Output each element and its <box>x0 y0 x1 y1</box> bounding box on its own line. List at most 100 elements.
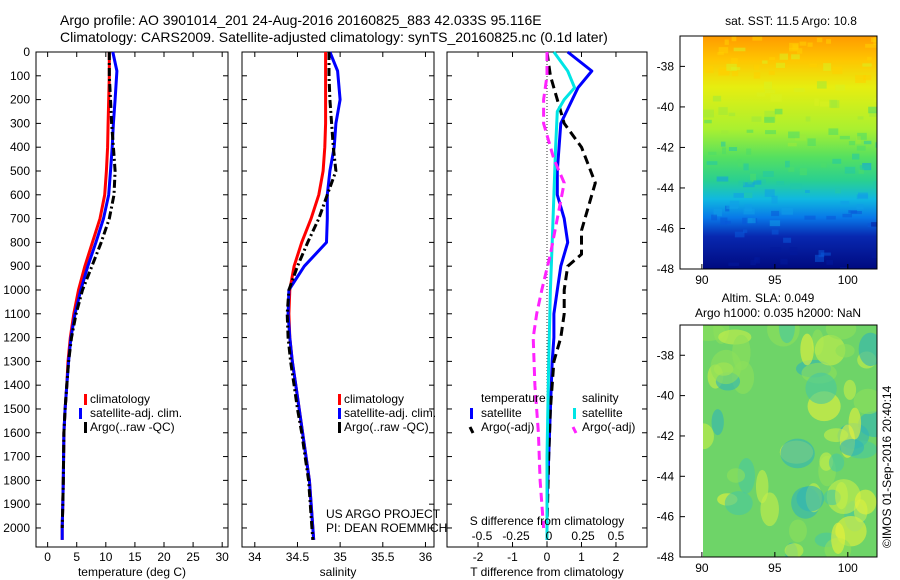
sst-texture-cell <box>780 258 788 265</box>
difference-series-temperature-argo-adj <box>545 51 597 529</box>
depth-tick-label: 700 <box>10 212 30 226</box>
legend-satellite-swatch <box>79 408 82 419</box>
sla-map-ticks: 90 95 100 -38 -40 -42 -44 -46 -48 <box>657 348 858 575</box>
sst-texture-cell <box>848 141 855 146</box>
sla-texture-blob <box>732 334 751 371</box>
legend-climatology-label: climatology <box>90 392 150 406</box>
sst-texture-cell <box>867 56 872 61</box>
sst-texture-cell <box>720 141 726 147</box>
sst-texture-cell <box>807 138 816 146</box>
sla-texture-blob <box>789 519 807 543</box>
sla-texture-blob <box>835 343 855 358</box>
sst-texture-cell <box>819 101 832 107</box>
sla-texture-blob <box>726 468 746 483</box>
legend-t-argo-swatch <box>468 426 475 434</box>
salinity-legend: climatology satellite-adj. clim. Argo(..… <box>338 392 436 434</box>
sst-texture-cell <box>729 200 740 209</box>
sst-texture-cell <box>814 254 824 262</box>
sst-texture-cell <box>719 67 730 75</box>
sst-map-ticks: 90 95 100 -38 -40 -42 -44 -46 -48 <box>657 59 858 287</box>
sla-texture-blob <box>843 379 857 400</box>
difference-legend: temperature satellite Argo(-adj) salinit… <box>468 391 635 434</box>
depth-tick-label: 400 <box>10 140 30 154</box>
sst-texture-cell <box>764 89 776 94</box>
sst-texture-cell <box>871 37 877 43</box>
sst-texture-cell <box>805 116 811 122</box>
s-tick: 0.5 <box>608 529 625 543</box>
difference-profiles <box>531 50 597 547</box>
sst-texture-cell <box>790 183 802 190</box>
sla-texture-blob <box>835 481 848 510</box>
sst-texture-cell <box>832 158 842 164</box>
sst-texture-cell <box>788 131 800 139</box>
map-y-tick-label: -38 <box>657 59 675 73</box>
x-tick-label: 25 <box>186 550 200 564</box>
sst-texture-cell <box>746 148 752 155</box>
sst-texture-cell <box>856 204 864 210</box>
s-tick: 0.25 <box>571 529 595 543</box>
sst-texture-cell <box>731 36 737 42</box>
sst-texture-cell <box>747 180 752 185</box>
sst-texture-cell <box>752 36 763 41</box>
sst-texture-cell <box>731 70 739 77</box>
sst-texture-cell <box>852 153 860 160</box>
sla-texture-blob <box>814 334 846 366</box>
sst-texture-cell <box>868 106 877 114</box>
depth-tick-label: 1100 <box>4 307 30 321</box>
x-tick-label: 1 <box>578 550 585 564</box>
sst-texture-cell <box>839 135 850 140</box>
sla-texture-blob <box>800 333 814 366</box>
sst-texture-cell <box>797 48 803 54</box>
sst-texture-cell <box>863 140 872 145</box>
difference-ticks: -2 -1 0 1 2 <box>447 51 647 564</box>
depth-tick-label: 100 <box>10 69 30 83</box>
legend-s-argo-label: Argo(-adj) <box>582 420 635 434</box>
sst-texture-cell <box>857 116 864 120</box>
sst-texture-cell <box>865 43 877 48</box>
sst-texture-cell <box>873 181 877 189</box>
sst-texture-cell <box>717 51 724 56</box>
depth-tick-label: 1900 <box>3 497 30 511</box>
sst-texture-cell <box>718 47 729 54</box>
s-difference-xlabel: S difference from climatology <box>470 514 625 528</box>
sst-texture-cell <box>746 129 754 133</box>
sst-texture-cell <box>733 47 746 52</box>
sst-texture-cell <box>753 180 762 185</box>
sst-texture-cell <box>783 237 792 243</box>
depth-tick-label: 1400 <box>3 378 30 392</box>
sst-texture-cell <box>791 54 800 60</box>
x-tick-label: 35.5 <box>371 550 395 564</box>
sla-map-panel: Altim. SLA: 0.049 Argo h1000: 0.035 h200… <box>657 291 878 575</box>
sla-texture-blob <box>831 522 846 554</box>
sst-texture-cell <box>746 218 756 224</box>
sst-texture-cell <box>770 94 782 102</box>
x-tick-label: 15 <box>128 550 142 564</box>
x-tick-label: 30 <box>216 550 230 564</box>
depth-tick-label: 1000 <box>3 283 30 297</box>
s-tick: -0.5 <box>472 529 493 543</box>
sst-texture-cell <box>789 247 798 256</box>
sst-texture-cell <box>859 165 870 170</box>
map-x-tick-label: 95 <box>768 561 782 575</box>
depth-tick-label: 1200 <box>3 331 30 345</box>
sla-texture-blob <box>805 372 837 405</box>
sst-texture-cell <box>750 173 756 182</box>
sst-texture-cell <box>826 39 832 44</box>
map-y-tick-label: -42 <box>657 140 675 154</box>
sst-texture-cell <box>858 168 864 174</box>
sst-texture-cell <box>787 142 797 147</box>
sst-texture-cell <box>876 39 877 46</box>
sst-map-title: sat. SST: 11.5 Argo: 10.8 <box>725 14 857 28</box>
sst-texture-cell <box>708 151 717 155</box>
salinity-xlabel: salinity <box>320 565 357 579</box>
map-y-tick-label: -48 <box>657 262 675 276</box>
sst-texture-cell <box>844 166 856 174</box>
legend-t-satellite-label: satellite <box>481 406 522 420</box>
sst-texture-cell <box>737 158 742 167</box>
map-y-tick-label: -38 <box>657 348 675 362</box>
depth-tick-label: 2000 <box>3 521 30 535</box>
sst-texture-cell <box>856 145 866 151</box>
sst-texture-cell <box>799 41 807 46</box>
sla-texture-blob <box>711 409 724 436</box>
depth-tick-label: 1600 <box>3 426 30 440</box>
